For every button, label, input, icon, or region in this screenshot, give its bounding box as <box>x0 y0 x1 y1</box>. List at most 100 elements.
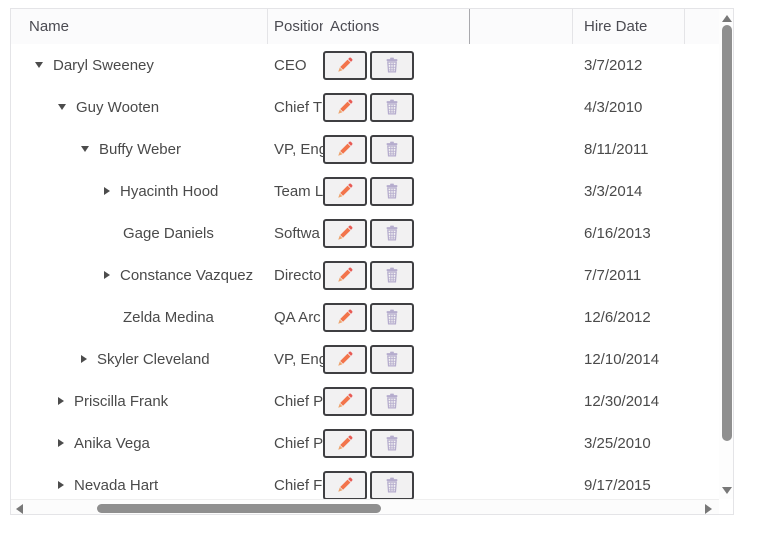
table-row[interactable]: Constance Vazquez Directo <box>11 254 469 296</box>
gridline-hire-date-right <box>684 9 685 44</box>
collapse-caret-icon[interactable] <box>81 146 89 152</box>
delete-button[interactable] <box>370 260 414 290</box>
table-row[interactable]: Skyler Cleveland VP, Eng <box>11 338 469 380</box>
column-header-actions[interactable]: Actions <box>330 18 380 35</box>
table-row[interactable]: Zelda Medina QA Arc <box>11 296 469 338</box>
trash-icon <box>383 350 401 368</box>
table-row[interactable]: Nevada Hart Chief F <box>11 464 469 499</box>
edit-button[interactable] <box>323 92 367 122</box>
delete-button[interactable] <box>370 218 414 248</box>
position-cell: Chief T <box>274 98 323 116</box>
edit-button[interactable] <box>323 344 367 374</box>
expand-caret-icon[interactable] <box>104 187 110 195</box>
delete-button[interactable] <box>370 470 414 499</box>
expand-caret-icon[interactable] <box>58 439 64 447</box>
table-row[interactable]: Daryl Sweeney CEO <box>11 44 469 86</box>
edit-button[interactable] <box>323 218 367 248</box>
name-cell: Hyacinth Hood <box>11 183 274 200</box>
date-rows: 3/7/2012 4/3/2010 8/11/2011 3/3/2014 6/16/20… <box>469 44 719 499</box>
column-header-hire-date[interactable]: Hire Date <box>584 18 648 35</box>
table-row[interactable]: Buffy Weber VP, Eng <box>11 128 469 170</box>
hire-date-cell: 3/3/2014 <box>584 182 643 200</box>
employee-name: Hyacinth Hood <box>120 182 219 200</box>
table-row[interactable]: Guy Wooten Chief T <box>11 86 469 128</box>
employee-name: Daryl Sweeney <box>53 56 154 74</box>
position-cell: CEO <box>274 56 307 74</box>
hire-date-cell: 3/25/2010 <box>584 434 651 452</box>
table-row[interactable]: Gage Daniels Softwa <box>11 212 469 254</box>
vertical-scrollbar[interactable] <box>719 9 733 499</box>
name-cell: Nevada Hart <box>11 477 274 494</box>
position-cell: VP, Eng <box>274 350 323 368</box>
column-header-position[interactable]: Position <box>274 18 323 35</box>
delete-button[interactable] <box>370 176 414 206</box>
hire-date-cell: 8/11/2011 <box>584 140 649 158</box>
horizontal-scrollbar[interactable] <box>11 499 719 514</box>
employee-name: Anika Vega <box>74 434 150 452</box>
name-cell: Constance Vazquez <box>11 267 274 284</box>
hire-date-cell: 3/7/2012 <box>584 56 643 74</box>
hire-date-cell: 12/10/2014 <box>584 350 660 368</box>
edit-button[interactable] <box>323 134 367 164</box>
trash-icon <box>383 98 401 116</box>
name-cell: Buffy Weber <box>11 141 274 158</box>
position-cell: Directo <box>274 266 322 284</box>
actions-cell <box>323 218 417 248</box>
delete-button[interactable] <box>370 134 414 164</box>
actions-cell <box>323 134 417 164</box>
hire-date-cell: 12/30/2014 <box>584 392 660 410</box>
name-cell: Anika Vega <box>11 435 274 452</box>
vertical-scroll-thumb[interactable] <box>722 25 732 441</box>
expand-caret-icon[interactable] <box>81 355 87 363</box>
position-cell: QA Arc <box>274 308 321 326</box>
trash-icon <box>383 434 401 452</box>
actions-cell <box>323 386 417 416</box>
table-row[interactable]: Priscilla Frank Chief P <box>11 380 469 422</box>
employee-name: Nevada Hart <box>74 476 159 494</box>
employee-name: Skyler Cleveland <box>97 350 210 368</box>
delete-button[interactable] <box>370 428 414 458</box>
scroll-right-arrow-icon[interactable] <box>705 504 712 514</box>
delete-button[interactable] <box>370 302 414 332</box>
trash-icon <box>383 266 401 284</box>
edit-button[interactable] <box>323 470 367 499</box>
table-row[interactable]: Anika Vega Chief P <box>11 422 469 464</box>
employee-name: Priscilla Frank <box>74 392 169 410</box>
expand-caret-icon[interactable] <box>58 397 64 405</box>
trash-icon <box>383 392 401 410</box>
pencil-icon <box>336 98 354 116</box>
delete-button[interactable] <box>370 92 414 122</box>
actions-cell <box>323 260 417 290</box>
position-cell: VP, Eng <box>274 140 323 158</box>
table-row[interactable]: Hyacinth Hood Team L <box>11 170 469 212</box>
pencil-icon <box>336 392 354 410</box>
collapse-caret-icon[interactable] <box>58 104 66 110</box>
trash-icon <box>383 140 401 158</box>
edit-button[interactable] <box>323 428 367 458</box>
edit-button[interactable] <box>323 50 367 80</box>
expand-caret-icon[interactable] <box>58 481 64 489</box>
pencil-icon <box>336 56 354 74</box>
header-row: Name Position Actions Hire Date <box>11 9 719 44</box>
edit-button[interactable] <box>323 260 367 290</box>
expand-caret-icon[interactable] <box>104 271 110 279</box>
scroll-up-arrow-icon[interactable] <box>722 15 732 22</box>
delete-button[interactable] <box>370 50 414 80</box>
column-header-name[interactable]: Name <box>29 18 70 35</box>
edit-button[interactable] <box>323 176 367 206</box>
position-cell: Softwa <box>274 224 320 242</box>
scroll-down-arrow-icon[interactable] <box>722 487 732 494</box>
employee-name: Constance Vazquez <box>120 266 254 284</box>
collapse-caret-icon[interactable] <box>35 62 43 68</box>
employee-name: Gage Daniels <box>123 224 214 242</box>
scroll-left-arrow-icon[interactable] <box>16 504 23 514</box>
delete-button[interactable] <box>370 386 414 416</box>
pencil-icon <box>336 140 354 158</box>
pencil-icon <box>336 182 354 200</box>
delete-button[interactable] <box>370 344 414 374</box>
employee-name: Buffy Weber <box>99 140 181 158</box>
edit-button[interactable] <box>323 386 367 416</box>
pencil-icon <box>336 266 354 284</box>
horizontal-scroll-thumb[interactable] <box>97 504 381 513</box>
edit-button[interactable] <box>323 302 367 332</box>
